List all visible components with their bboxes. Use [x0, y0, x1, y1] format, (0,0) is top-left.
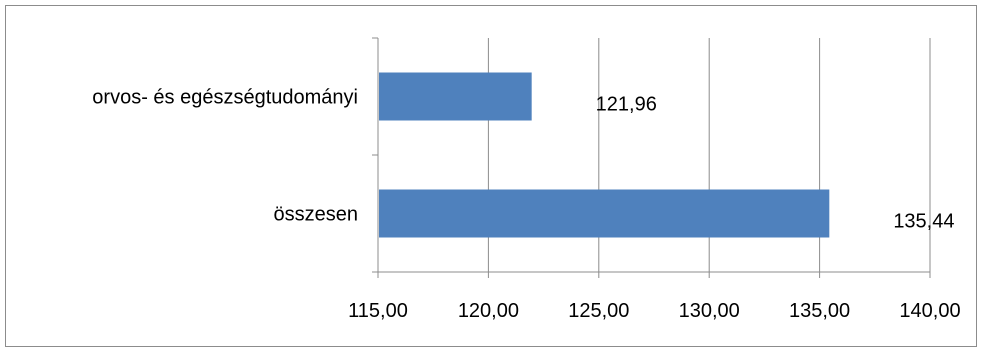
labels: 115,00 120,00 125,00 130,00 135,00 140,00 orvo… [92, 87, 960, 323]
x-tick-label: 135,00 [789, 300, 850, 322]
axes [372, 37, 931, 278]
bars [379, 72, 830, 238]
x-tick-label: 130,00 [679, 300, 740, 322]
data-label: 121,96 [596, 94, 657, 116]
x-tick-label: 140,00 [899, 300, 960, 322]
bar [379, 189, 830, 238]
x-tick-label: 115,00 [348, 300, 408, 322]
chart-frame [5, 5, 977, 347]
x-tick-label: 125,00 [568, 300, 629, 322]
category-label: orvos- és egészségtudományi [92, 87, 358, 109]
category-label: összesen [274, 204, 359, 226]
x-tick-label: 120,00 [458, 300, 519, 322]
data-label: 135,44 [893, 211, 954, 233]
bar [379, 72, 532, 121]
